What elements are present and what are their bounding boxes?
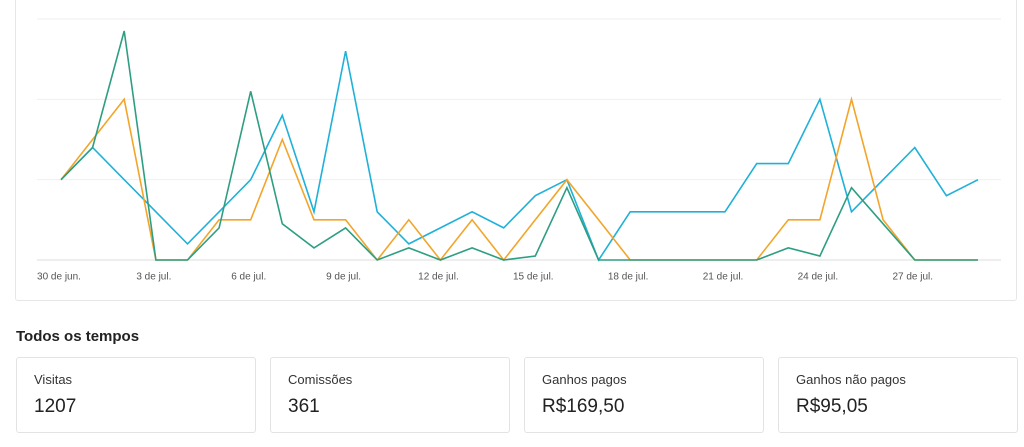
x-tick-label: 12 de jul. xyxy=(418,272,459,283)
x-tick-label: 6 de jul. xyxy=(231,272,266,283)
x-tick-label: 21 de jul. xyxy=(703,272,744,283)
x-tick-label: 30 de jun. xyxy=(37,272,81,283)
chart: 30 de jun. 3 de jul. 6 de jul. 9 de jul. 12 … xyxy=(37,18,1001,283)
stat-card: Comissões 361 xyxy=(270,357,510,433)
stat-card: Ganhos não pagos R$95,05 xyxy=(778,357,1018,433)
stat-value: R$95,05 xyxy=(796,396,868,417)
section-title: Todos os tempos xyxy=(16,328,140,345)
x-tick-label: 3 de jul. xyxy=(136,272,171,283)
stat-value: 361 xyxy=(288,396,320,417)
x-tick-label: 18 de jul. xyxy=(608,272,649,283)
stat-card: Ganhos pagos R$169,50 xyxy=(524,357,764,433)
stat-label: Visitas xyxy=(34,372,73,387)
stat-value: 1207 xyxy=(34,396,77,417)
x-tick-label: 27 de jul. xyxy=(892,272,933,283)
stat-label: Ganhos não pagos xyxy=(796,372,906,387)
stat-label: Comissões xyxy=(288,372,353,387)
chart-card: 30 de jun. 3 de jul. 6 de jul. 9 de jul. 12 … xyxy=(15,0,1017,301)
data-line xyxy=(60,30,978,261)
stat-card: Visitas 1207 xyxy=(16,357,256,433)
x-tick-label: 15 de jul. xyxy=(513,272,554,283)
stat-value: R$169,50 xyxy=(542,396,625,417)
x-tick-label: 24 de jul. xyxy=(798,272,839,283)
x-tick-label: 9 de jul. xyxy=(326,272,361,283)
data-line xyxy=(60,50,979,262)
stat-label: Ganhos pagos xyxy=(542,372,627,387)
data-line xyxy=(60,96,978,262)
